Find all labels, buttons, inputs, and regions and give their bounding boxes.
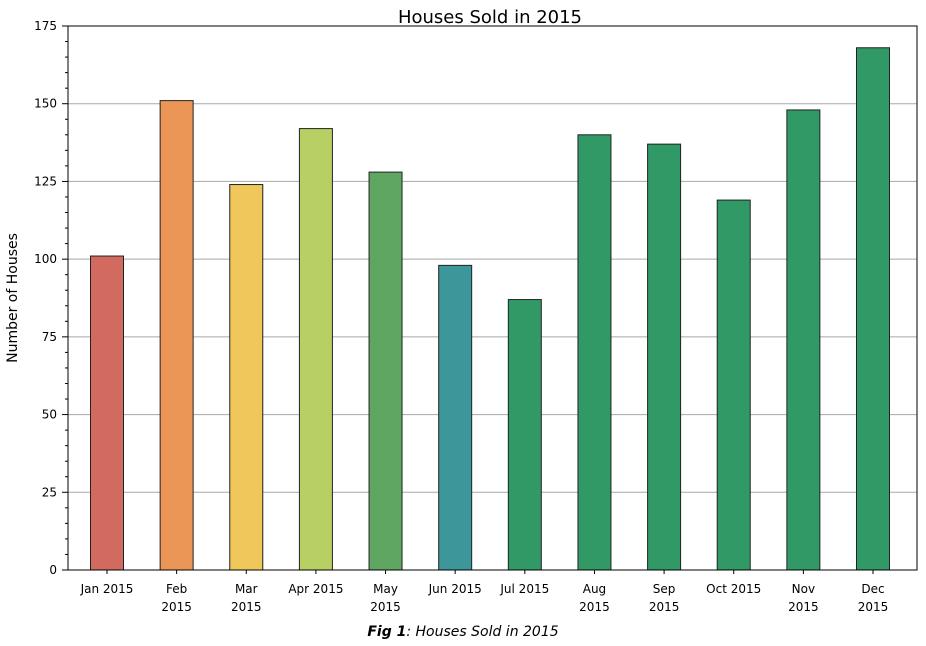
bar (438, 264, 473, 571)
chart-title: Houses Sold in 2015 (398, 7, 582, 28)
x-tick-label: Jul 2015 (499, 582, 549, 596)
x-tick-label: Apr 2015 (288, 582, 343, 596)
x-tick-label: Mar 2015 (231, 582, 262, 614)
bar (229, 184, 264, 571)
y-tick-label: 25 (42, 485, 57, 499)
y-tick-label: 0 (49, 563, 57, 577)
bar (647, 143, 682, 571)
y-tick-label: 50 (42, 408, 57, 422)
y-axis-label: Number of Houses (5, 233, 21, 363)
x-tick-label: Aug 2015 (579, 582, 610, 614)
x-tick-label: Jun 2015 (428, 582, 482, 596)
y-tick-label: 100 (34, 252, 57, 266)
figure-caption: Fig 1: Houses Sold in 2015 (0, 624, 926, 640)
bar (577, 134, 612, 571)
y-tick-label: 125 (34, 174, 57, 188)
axes (62, 25, 918, 574)
bar (298, 128, 333, 571)
bar (159, 100, 194, 571)
y-tick-label: 175 (34, 19, 57, 33)
caption-text: : Houses Sold in 2015 (406, 624, 559, 640)
y-tick-label: 150 (34, 97, 57, 111)
x-tick-label: Oct 2015 (706, 582, 761, 596)
x-tick-label: Nov 2015 (788, 582, 819, 614)
bars (90, 47, 890, 571)
bar (786, 109, 821, 571)
x-tick-label: Sep 2015 (649, 582, 680, 614)
x-tick-label: May 2015 (370, 582, 401, 614)
x-tick-label: Jan 2015 (80, 582, 134, 596)
x-tick-label: Dec 2015 (858, 582, 889, 614)
bar-chart: 0 25 50 75 100 125 150 175 Jan 2015 Feb 2015 Mar 20… (5, 7, 918, 614)
bar (368, 171, 403, 571)
caption-prefix: Fig 1 (367, 624, 407, 640)
bar (716, 199, 751, 571)
bar (856, 47, 890, 571)
y-tick-labels: 0 25 50 75 100 125 150 175 (34, 19, 57, 577)
plot-frame (67, 25, 918, 571)
x-tick-labels: Jan 2015 Feb 2015 Mar 2015 Apr 2015 May 2015 Jun… (80, 582, 889, 614)
bar (90, 255, 124, 571)
bar (507, 299, 542, 571)
gridlines (68, 103, 917, 493)
y-tick-label: 75 (42, 330, 57, 344)
x-tick-label: Feb 2015 (161, 582, 192, 614)
